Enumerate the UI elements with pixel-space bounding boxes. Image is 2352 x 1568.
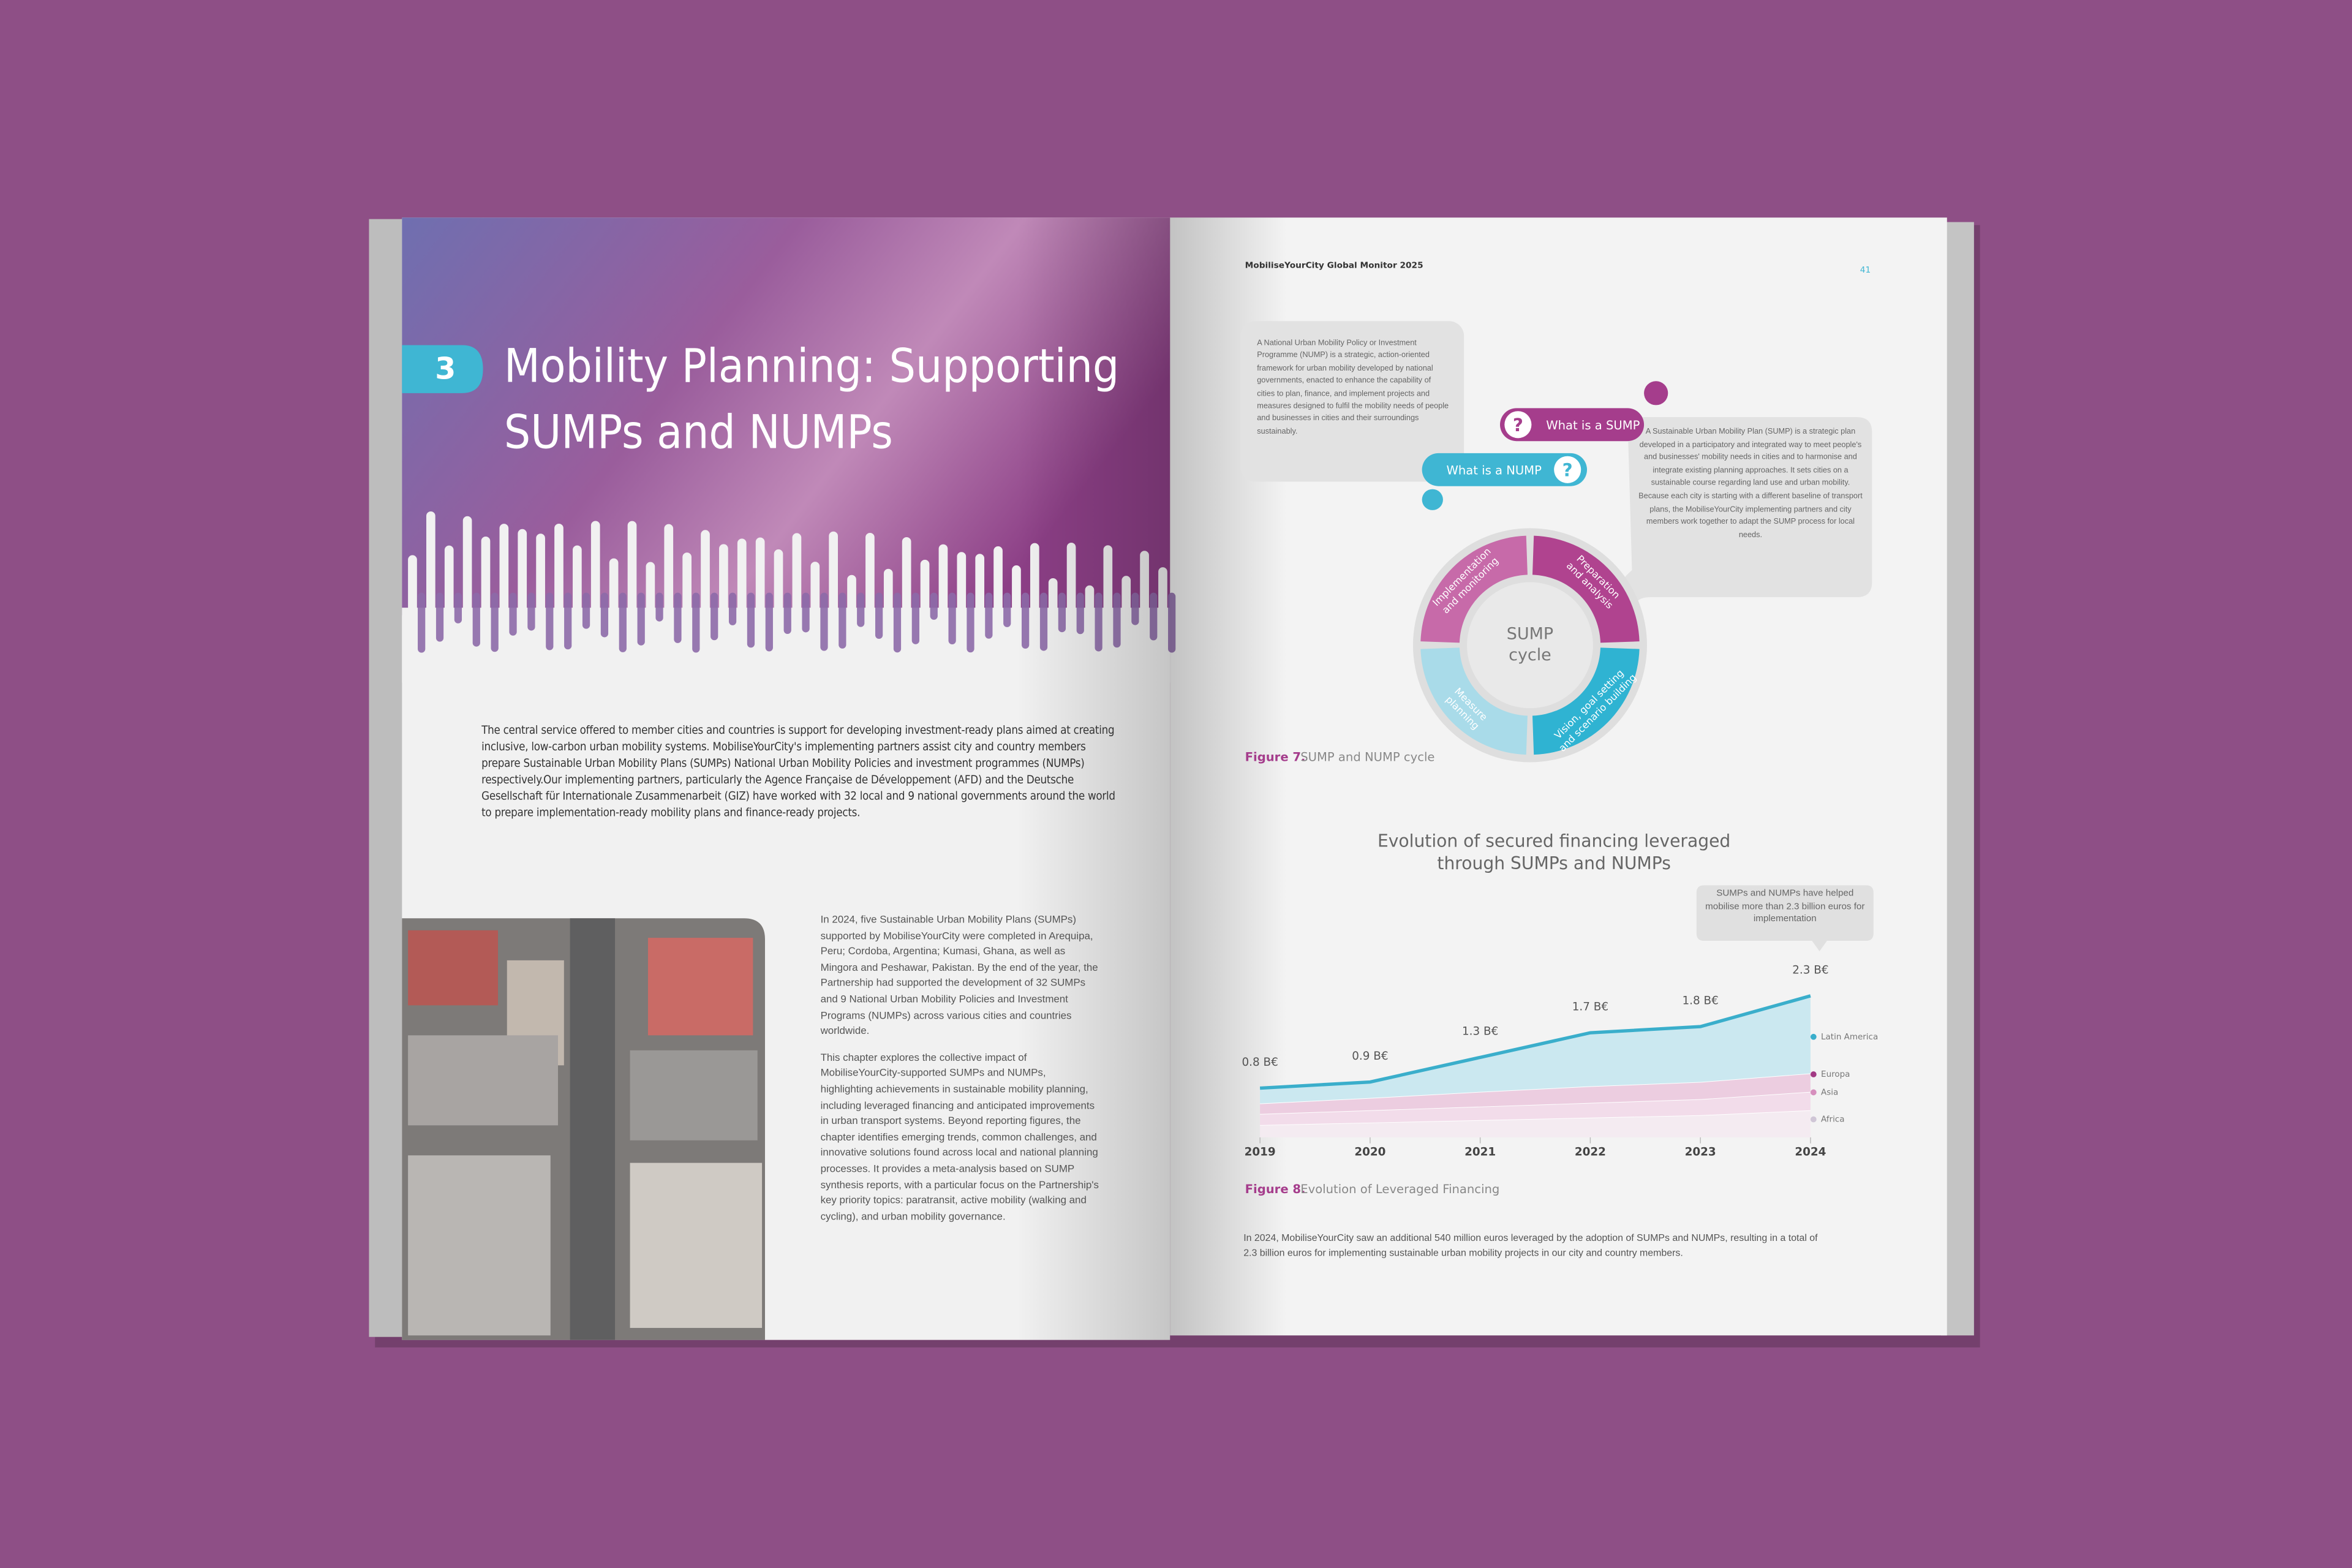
sump-box	[1618, 417, 1872, 616]
page-edge	[369, 219, 409, 1337]
total-line	[1259, 994, 1811, 1090]
cycle-center-label: SUMP	[1507, 625, 1553, 644]
closing-box: In 2024, MobiliseYourCity saw an additio…	[1243, 1233, 1818, 1259]
figure-caption: Evolution of Leveraged Financing	[1300, 1182, 1499, 1196]
cycle-center-label: cycle	[1509, 646, 1551, 665]
nump-definition: A National Urban Mobility Policy or Inve…	[1257, 339, 1449, 437]
chapter-title: SUMPs and NUMPs	[504, 405, 893, 459]
chart-title: Evolution of secured financing leveraged	[1378, 831, 1730, 851]
paragraph: This chapter explores the collective imp…	[820, 1053, 1099, 1223]
value-label: 1.3 B€	[1462, 1025, 1498, 1038]
x-tick-label: 2020	[1354, 1145, 1385, 1158]
chapter-title: Mobility Planning: Supporting	[504, 339, 1119, 393]
legend-label: Asia	[1821, 1087, 1838, 1097]
cycle-stage	[1532, 647, 1640, 755]
sump-button	[1499, 408, 1645, 442]
sump-button-label: What is a SUMP	[1546, 418, 1640, 432]
icon	[1644, 381, 1668, 405]
area-chart: 0.8 B€ 0.9 B€ 1.3 B€ 1.7 B€ 1.8 B€ 2.3 B€ 2019…	[1242, 963, 1878, 1158]
cycle-stage	[1532, 535, 1640, 643]
chart-title: through SUMPs and NUMPs	[1437, 853, 1670, 873]
figure-label: Figure 7.	[1245, 750, 1306, 764]
question-mark: ?	[1562, 460, 1573, 481]
value-label: 0.8 B€	[1242, 1056, 1278, 1069]
value-label: 2.3 B€	[1792, 963, 1828, 976]
legend-marker	[1810, 1089, 1817, 1096]
x-tick-label: 2024	[1795, 1145, 1826, 1158]
chapter-badge	[402, 345, 483, 393]
cycle-center	[1467, 582, 1593, 709]
paragraph: In 2024, five Sustainable Urban Mobility…	[820, 915, 1098, 1038]
cycle-stage	[1420, 535, 1528, 643]
body-box: In 2024, five Sustainable Urban Mobility…	[821, 914, 1100, 1226]
legend-marker	[1810, 1071, 1817, 1077]
closing: In 2024, MobiliseYourCity saw an additio…	[1243, 1233, 1818, 1259]
body-column: In 2024, five Sustainable Urban Mobility…	[821, 914, 1100, 1226]
nump-text-box: A National Urban Mobility Policy or Inve…	[1257, 339, 1449, 437]
cycle-stage	[1420, 647, 1528, 755]
value-label: 0.9 B€	[1352, 1050, 1388, 1063]
legend-label: Europa	[1821, 1069, 1850, 1079]
callout-text-box: SUMPs and NUMPs have helped mobilise mor…	[1705, 888, 1865, 925]
chapter-number: 3	[435, 352, 456, 386]
callout-box	[1696, 885, 1874, 952]
nump-button	[1422, 453, 1588, 486]
icon	[1422, 489, 1443, 510]
question-icon	[1504, 411, 1532, 439]
area-band	[1260, 1110, 1811, 1137]
running-header: MobiliseYourCity Global Monitor 2025	[1245, 261, 1423, 271]
nump-box	[1240, 321, 1464, 482]
value-label: 1.7 B€	[1572, 1001, 1608, 1014]
x-tick-label: 2021	[1464, 1145, 1496, 1158]
sump-text-box: A Sustainable Urban Mobility Plan (SUMP)…	[1638, 428, 1863, 540]
value-label: 1.8 B€	[1683, 994, 1719, 1007]
x-tick-label: 2019	[1245, 1145, 1276, 1158]
intro: The central service offered to member ci…	[481, 723, 1115, 820]
legend-marker	[1810, 1033, 1817, 1040]
legend-marker	[1810, 1116, 1817, 1123]
legend-label: Latin America	[1821, 1032, 1878, 1042]
fold-shadow	[402, 217, 1170, 1340]
intro-box: The central service offered to member ci…	[481, 723, 1115, 820]
question-icon	[1554, 456, 1581, 483]
page-number: 41	[1860, 265, 1871, 275]
sump-definition: A Sustainable Urban Mobility Plan (SUMP)…	[1638, 428, 1863, 540]
figure-label: Figure 8.	[1245, 1182, 1306, 1196]
figure-caption: SUMP and NUMP cycle	[1300, 750, 1434, 764]
nump-button-label: What is a NUMP	[1446, 464, 1542, 478]
callout: SUMPs and NUMPs have helped mobilise mor…	[1705, 888, 1865, 925]
x-tick-label: 2022	[1575, 1145, 1606, 1158]
legend-label: Africa	[1821, 1115, 1844, 1125]
x-tick-label: 2023	[1685, 1145, 1716, 1158]
question-mark: ?	[1513, 415, 1523, 435]
